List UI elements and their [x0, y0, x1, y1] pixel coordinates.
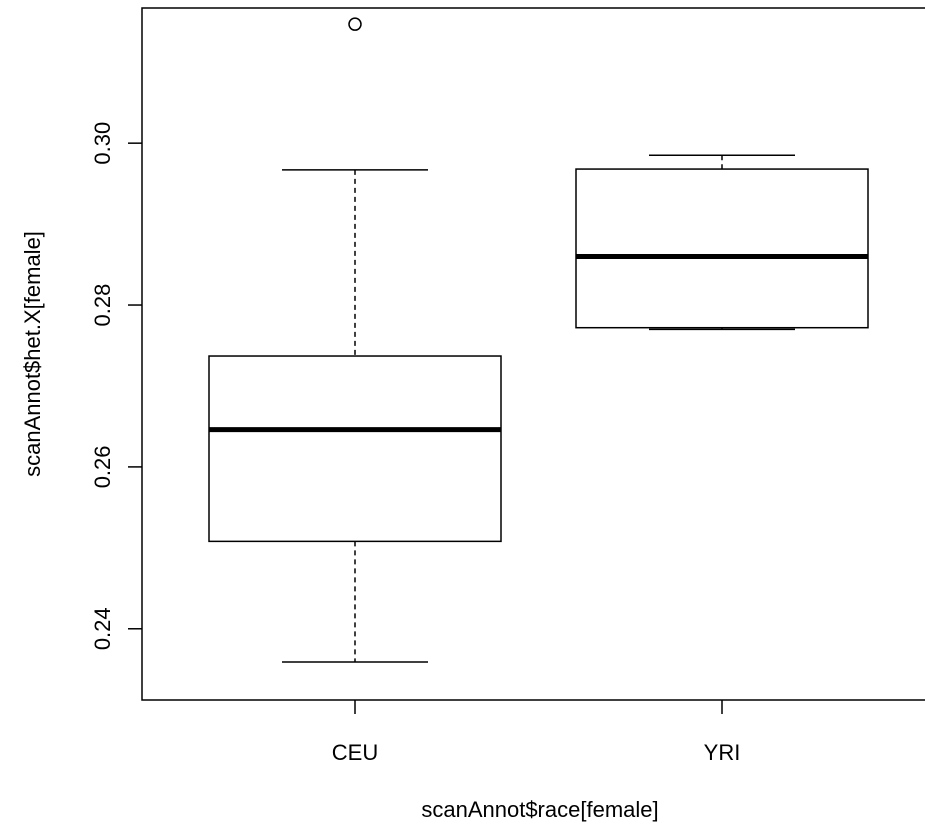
plot-frame: [141, 7, 925, 701]
y-tick-label: 0.24: [90, 607, 115, 650]
boxplot-ceu: [208, 17, 502, 663]
outlier-point: [348, 17, 362, 31]
y-tick-label: 0.28: [90, 284, 115, 327]
x-tick-label: YRI: [704, 740, 741, 765]
box-iqr: [575, 168, 869, 329]
boxplot-yri: [575, 154, 869, 331]
box-iqr: [208, 355, 502, 543]
x-axis-label: scanAnnot$race[female]: [421, 797, 658, 822]
y-tick-label: 0.30: [90, 122, 115, 165]
x-axis: CEU YRI: [332, 700, 741, 765]
x-tick-label: CEU: [332, 740, 378, 765]
y-axis: 0.24 0.26 0.28 0.30: [90, 122, 142, 650]
y-axis-label: scanAnnot$het.X[female]: [20, 231, 45, 477]
y-tick-label: 0.26: [90, 445, 115, 488]
boxplot-series: [208, 17, 869, 663]
